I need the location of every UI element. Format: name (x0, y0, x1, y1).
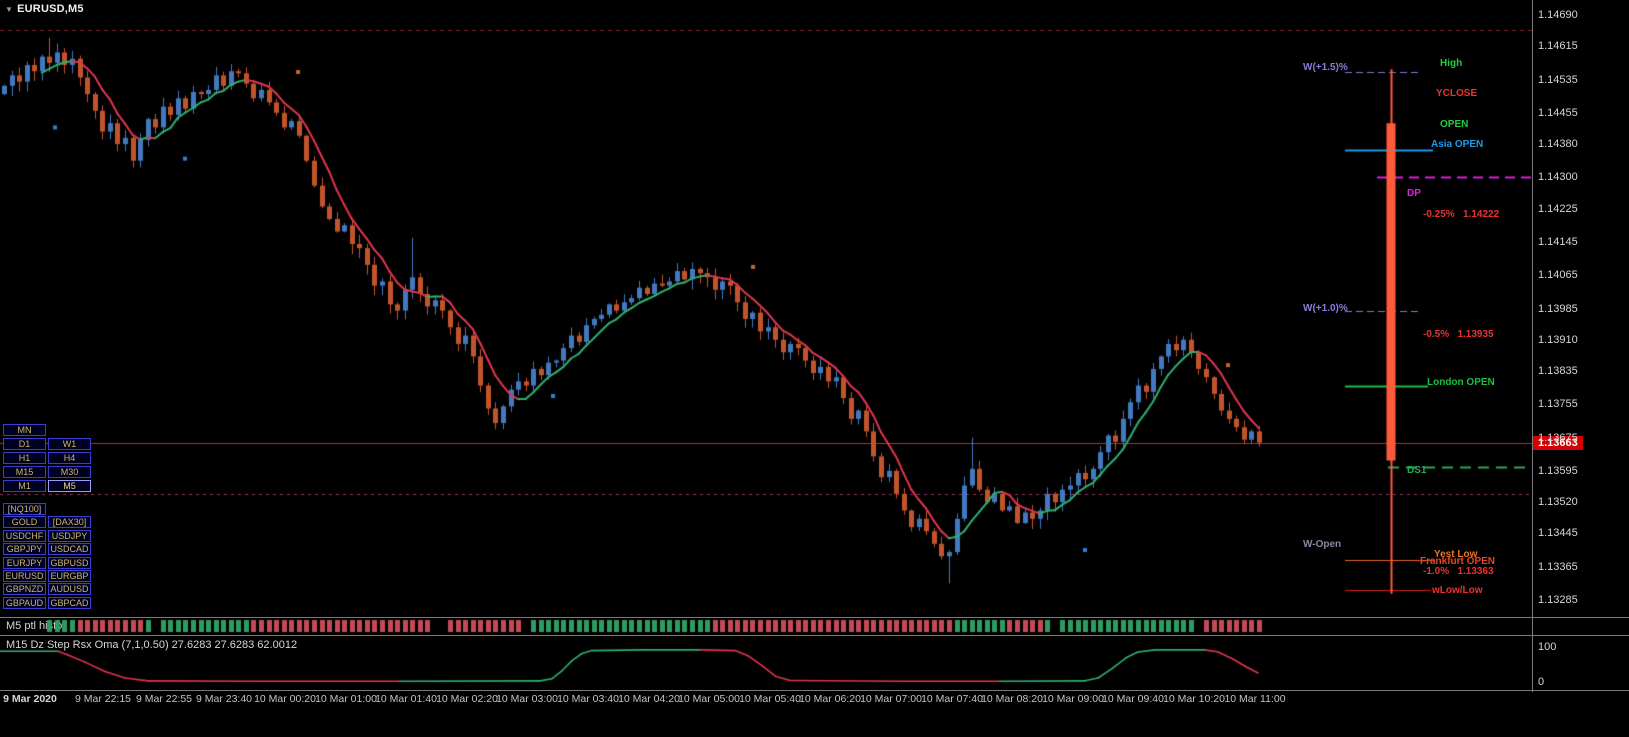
time-tick-label: 10 Mar 08:20 (981, 693, 1043, 705)
price-tick-label: 1.14615 (1538, 40, 1578, 53)
current-price-badge: 1.13663 (1533, 435, 1583, 450)
price-tick-label: 1.13595 (1538, 464, 1578, 477)
price-tick-label: 1.13835 (1538, 364, 1578, 377)
candlestick-chart-canvas[interactable] (0, 0, 1532, 617)
price-tick-label: 1.14145 (1538, 235, 1578, 248)
price-tick-label: 1.13910 (1538, 333, 1578, 346)
price-tick-label: 1.13985 (1538, 302, 1578, 315)
symbol-button-audusd[interactable]: AUDUSD (48, 583, 91, 596)
panel-separator[interactable] (0, 617, 1629, 618)
time-tick-label: 9 Mar 22:15 (74, 693, 132, 705)
price-tick-label: 1.14380 (1538, 138, 1578, 151)
panel-separator[interactable] (0, 690, 1629, 691)
price-scale-separator (1532, 0, 1533, 692)
symbol-button-gbpaud[interactable]: GBPAUD (3, 596, 46, 609)
symbol-button-usdcad[interactable]: USDCAD (48, 543, 91, 556)
timeframe-button-panel: MN D1 W1 H1 H4 M15 M30 M1 M5 (3, 424, 91, 492)
dropdown-arrow-icon[interactable]: ▼ (5, 5, 14, 14)
timeframe-button-mn[interactable]: MN (3, 424, 46, 436)
price-tick-label: 1.14065 (1538, 269, 1578, 282)
price-tick-label: 1.13520 (1538, 496, 1578, 509)
symbol-button-usdchf[interactable]: USDCHF (3, 529, 46, 542)
time-tick-label: 10 Mar 03:40 (557, 693, 619, 705)
time-tick-label: 10 Mar 01:00 (315, 693, 377, 705)
price-tick-label: 1.13445 (1538, 527, 1578, 540)
price-tick-label: 1.13675 (1538, 431, 1578, 444)
time-tick-label: 10 Mar 07:00 (860, 693, 922, 705)
symbol-title-text: EURUSD,M5 (17, 3, 84, 15)
price-scale[interactable]: 1.13663 1.14690 1.14615 1.14535 1.14455 1.14… (1533, 0, 1629, 692)
time-axis[interactable]: 9 Mar 2020 9 Mar 22:15 9 Mar 22:55 9 Mar 23… (0, 693, 1532, 713)
chart-symbol-title[interactable]: ▼ EURUSD,M5 (5, 3, 84, 15)
time-tick-label: 9 Mar 2020 (3, 693, 57, 705)
price-tick-label: 1.13755 (1538, 398, 1578, 411)
timeframe-button-m15[interactable]: M15 (3, 466, 46, 478)
time-tick-label: 10 Mar 05:00 (678, 693, 740, 705)
symbol-button-nq100[interactable]: [NQ100] (3, 503, 46, 515)
time-tick-label: 10 Mar 00:20 (254, 693, 316, 705)
symbol-button-panel: [NQ100] GOLD [DAX30] USDCHF USDJPY GBPJPY USDC… (3, 503, 91, 609)
timeframe-button-h1[interactable]: H1 (3, 452, 46, 464)
price-tick-label: 1.14690 (1538, 9, 1578, 21)
oscillator-scale-max: 100 (1538, 641, 1557, 653)
symbol-button-usdjpy[interactable]: USDJPY (48, 529, 91, 542)
price-tick-label: 1.13365 (1538, 560, 1578, 573)
time-tick-label: 10 Mar 07:40 (921, 693, 983, 705)
symbol-button-dax30[interactable]: [DAX30] (48, 516, 91, 529)
time-tick-label: 10 Mar 03:00 (496, 693, 558, 705)
symbol-button-eurusd[interactable]: EURUSD (3, 570, 46, 582)
timeframe-button-w1[interactable]: W1 (48, 438, 91, 450)
timeframe-button-m30[interactable]: M30 (48, 466, 91, 478)
time-tick-label: 10 Mar 06:20 (799, 693, 861, 705)
time-tick-label: 10 Mar 11:00 (1224, 693, 1286, 705)
time-tick-label: 10 Mar 09:40 (1102, 693, 1164, 705)
price-tick-label: 1.13285 (1538, 594, 1578, 606)
symbol-button-gbpjpy[interactable]: GBPJPY (3, 543, 46, 556)
time-tick-label: 10 Mar 10:20 (1163, 693, 1225, 705)
price-tick-label: 1.14535 (1538, 73, 1578, 86)
symbol-button-gbpnzd[interactable]: GBPNZD (3, 583, 46, 596)
time-tick-label: 10 Mar 02:20 (436, 693, 498, 705)
symbol-button-eurgbp[interactable]: EURGBP (48, 570, 91, 582)
main-chart-window[interactable]: ▼ EURUSD,M5 MN D1 W1 H1 H4 M15 M30 M1 M5 [NQ100] G… (0, 0, 1532, 617)
time-tick-label: 10 Mar 01:40 (375, 693, 437, 705)
oscillator-scale-min: 0 (1538, 676, 1545, 688)
time-tick-label: 10 Mar 04:20 (618, 693, 680, 705)
symbol-button-eurjpy[interactable]: EURJPY (3, 556, 46, 569)
timeframe-button-m5[interactable]: M5 (48, 480, 91, 492)
time-tick-label: 9 Mar 22:55 (135, 693, 193, 705)
price-tick-label: 1.14300 (1538, 171, 1578, 184)
price-tick-label: 1.14225 (1538, 202, 1578, 215)
symbol-button-gbpusd[interactable]: GBPUSD (48, 556, 91, 569)
time-tick-label: 9 Mar 23:40 (195, 693, 253, 705)
time-tick-label: 10 Mar 09:00 (1042, 693, 1104, 705)
histogram-indicator-canvas[interactable] (0, 618, 1532, 635)
price-tick-label: 1.14455 (1538, 106, 1578, 119)
symbol-button-gbpcad[interactable]: GBPCAD (48, 596, 91, 609)
time-tick-label: 10 Mar 05:40 (739, 693, 801, 705)
oscillator-indicator-canvas[interactable] (0, 636, 1532, 689)
timeframe-button-m1[interactable]: M1 (3, 480, 46, 492)
symbol-button-gold[interactable]: GOLD (3, 516, 46, 529)
timeframe-button-h4[interactable]: H4 (48, 452, 91, 464)
panel-separator[interactable] (0, 635, 1629, 636)
timeframe-button-d1[interactable]: D1 (3, 438, 46, 450)
